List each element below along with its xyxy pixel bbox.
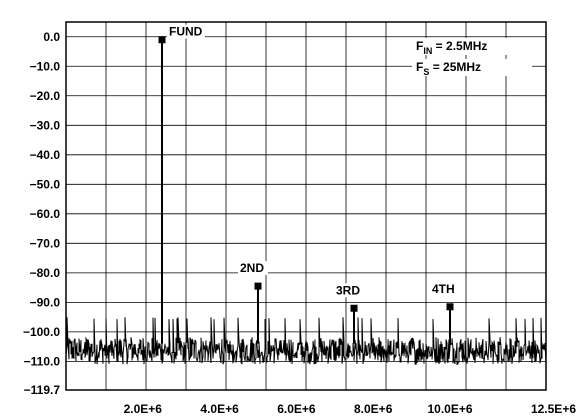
noise-floor-trace bbox=[65, 317, 547, 365]
x-tick-label: 4.0E+6 bbox=[200, 402, 239, 416]
x-axis-ticks: 2.0E+6 4.0E+6 6.0E+6 8.0E+6 10.0E+6 12.5E+6 bbox=[124, 402, 577, 416]
peak-label: FUND bbox=[169, 25, 203, 39]
grid bbox=[66, 22, 546, 390]
peak-markers: FUND 2ND 3RD 4TH bbox=[158, 24, 460, 344]
plot-frame bbox=[65, 21, 547, 391]
peak-label-bg bbox=[238, 261, 268, 276]
peak-label: 2ND bbox=[240, 261, 264, 275]
y-tick-label: −70.0 bbox=[30, 236, 61, 250]
y-tick-label: −119.7 bbox=[24, 383, 61, 397]
condition-bg bbox=[412, 38, 532, 55]
y-tick-label: −60.0 bbox=[30, 207, 61, 221]
y-tick-label: −40.0 bbox=[30, 148, 61, 162]
x-tick-label: 10.0E+6 bbox=[427, 402, 472, 416]
peak-marker bbox=[158, 36, 166, 44]
peak-marker bbox=[254, 282, 262, 290]
test-conditions-legend: FIN = 2.5MHz FS = 25MHz bbox=[412, 38, 532, 77]
peak-label-bg bbox=[430, 281, 460, 296]
test-condition: FS = 25MHz bbox=[416, 60, 481, 77]
peak-marker bbox=[350, 304, 358, 312]
y-tick-label: −20.0 bbox=[30, 89, 61, 103]
y-tick-label: −100.0 bbox=[23, 325, 60, 339]
x-tick-label: 12.5E+6 bbox=[531, 402, 576, 416]
y-axis-ticks: 0.0 −10.0 −20.0 −30.0 −40.0 −50.0 −60.0 −70.0 −8… bbox=[23, 30, 60, 397]
peak-marker bbox=[446, 303, 454, 311]
peak-label-bg bbox=[334, 283, 364, 298]
y-tick-label: −30.0 bbox=[30, 118, 61, 132]
x-tick-label: 2.0E+6 bbox=[124, 402, 163, 416]
test-condition: FIN = 2.5MHz bbox=[416, 39, 487, 56]
y-tick-label: −110.0 bbox=[24, 354, 61, 368]
y-tick-label: 0.0 bbox=[43, 30, 60, 44]
x-tick-label: 8.0E+6 bbox=[354, 402, 393, 416]
y-tick-label: −90.0 bbox=[30, 295, 61, 309]
y-tick-label: −10.0 bbox=[30, 59, 61, 73]
y-tick-label: −80.0 bbox=[30, 266, 61, 280]
peak-label-bg bbox=[167, 24, 205, 39]
spectrum-trace bbox=[65, 317, 547, 365]
y-tick-label: −50.0 bbox=[30, 177, 61, 191]
peak-label: 4TH bbox=[432, 282, 455, 296]
condition-bg bbox=[412, 59, 532, 76]
peak-label: 3RD bbox=[336, 283, 360, 297]
x-tick-label: 6.0E+6 bbox=[277, 402, 316, 416]
